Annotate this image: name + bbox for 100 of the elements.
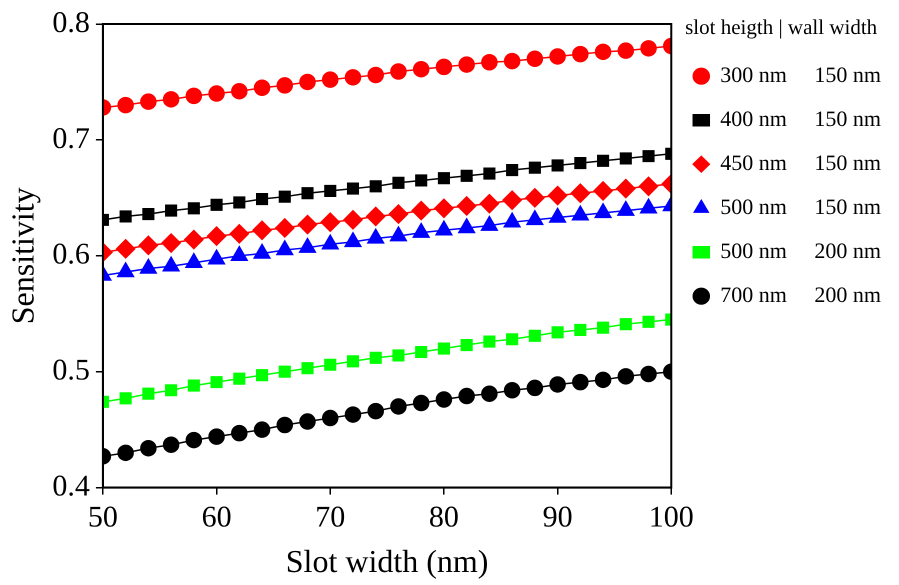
point xyxy=(528,162,541,174)
point xyxy=(370,180,382,192)
point xyxy=(412,60,430,78)
point xyxy=(367,66,384,84)
point xyxy=(256,192,268,206)
point xyxy=(526,380,544,396)
x-tick-label: 80 xyxy=(428,500,459,534)
point xyxy=(233,372,246,385)
point xyxy=(344,69,362,86)
point xyxy=(324,184,336,197)
point xyxy=(620,318,632,330)
point xyxy=(322,71,338,88)
y-tick-label: 0.5 xyxy=(52,354,90,387)
point xyxy=(343,210,363,230)
point xyxy=(390,63,407,80)
point xyxy=(165,204,178,217)
point xyxy=(458,388,475,404)
point xyxy=(456,196,476,216)
legend-label: 500 nm 200 nm xyxy=(720,238,882,263)
y-tick-label: 0.6 xyxy=(52,238,90,271)
point xyxy=(278,366,291,378)
point xyxy=(206,226,226,246)
point xyxy=(460,170,473,182)
point xyxy=(231,424,248,442)
point xyxy=(208,85,225,102)
point xyxy=(276,416,294,434)
point xyxy=(572,374,589,390)
point xyxy=(186,432,202,448)
point xyxy=(593,181,613,201)
point xyxy=(367,402,384,420)
point xyxy=(120,210,132,222)
point xyxy=(436,58,452,76)
point xyxy=(233,196,246,209)
point xyxy=(299,74,316,90)
point xyxy=(117,444,134,462)
point xyxy=(572,46,589,62)
point xyxy=(117,96,134,114)
point xyxy=(552,326,564,338)
point xyxy=(570,183,590,203)
y-axis-title: Sensitivity xyxy=(4,187,41,324)
point xyxy=(320,212,340,232)
point xyxy=(322,410,338,426)
point xyxy=(188,202,200,214)
point xyxy=(574,157,586,170)
point xyxy=(299,413,316,430)
point xyxy=(548,186,568,206)
legend-label: 300 nm 150 nm xyxy=(720,62,882,87)
point xyxy=(618,42,634,59)
point xyxy=(254,421,270,438)
point xyxy=(162,436,180,453)
point xyxy=(346,182,360,195)
point xyxy=(256,369,268,382)
point xyxy=(458,56,475,73)
point xyxy=(120,392,132,404)
point xyxy=(188,380,200,392)
point xyxy=(142,388,154,400)
legend-label: 400 nm 150 nm xyxy=(720,106,882,131)
point xyxy=(324,358,336,371)
point xyxy=(506,164,518,176)
point xyxy=(438,172,450,184)
point xyxy=(301,187,314,200)
point xyxy=(574,324,586,336)
point xyxy=(438,342,450,355)
point xyxy=(161,233,181,253)
point xyxy=(620,152,632,164)
point xyxy=(483,167,496,180)
point xyxy=(640,40,657,57)
point xyxy=(415,174,428,187)
point xyxy=(276,77,294,94)
legend-title: slot heigth | wall width xyxy=(685,15,878,40)
point xyxy=(483,336,496,348)
x-tick-label: 50 xyxy=(88,500,118,534)
point xyxy=(552,159,564,172)
point xyxy=(526,50,544,68)
point xyxy=(436,391,452,408)
point xyxy=(594,44,612,60)
point xyxy=(392,349,405,362)
point xyxy=(370,352,382,364)
x-axis-title: Slot width (nm) xyxy=(286,543,488,580)
point xyxy=(210,198,223,211)
point xyxy=(254,79,270,96)
point xyxy=(481,385,498,402)
x-tick-label: 70 xyxy=(315,500,346,534)
point xyxy=(301,362,314,374)
point xyxy=(616,178,636,198)
point xyxy=(434,198,454,218)
point xyxy=(140,93,157,110)
point xyxy=(642,316,655,328)
point xyxy=(640,366,657,382)
point xyxy=(618,368,634,385)
point xyxy=(392,176,405,189)
point xyxy=(594,372,612,388)
point xyxy=(346,355,360,368)
point xyxy=(504,52,520,70)
point xyxy=(162,91,180,108)
point xyxy=(184,230,204,250)
point xyxy=(460,338,473,352)
x-tick-label: 60 xyxy=(202,500,232,534)
point xyxy=(412,394,430,412)
y-tick-label: 0.7 xyxy=(52,122,90,155)
